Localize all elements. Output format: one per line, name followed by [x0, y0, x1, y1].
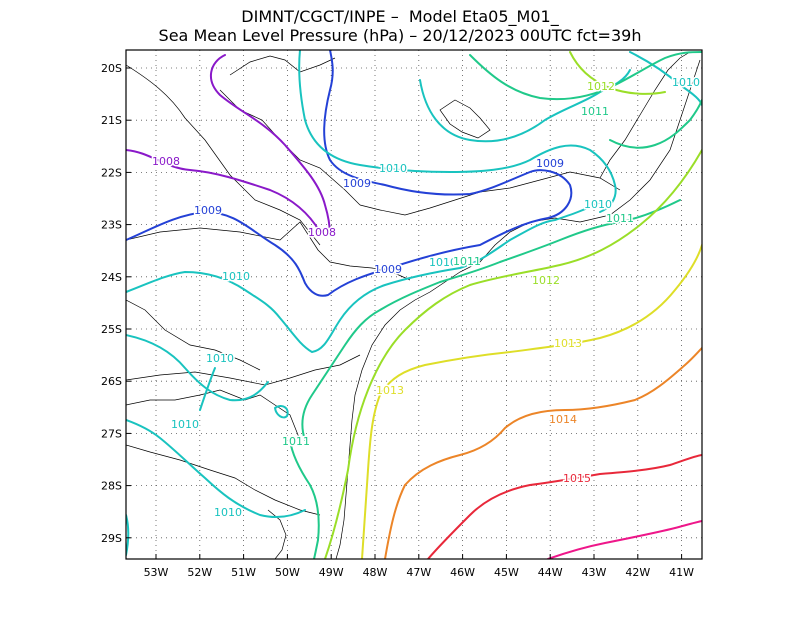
isobar-1008-b	[210, 54, 331, 236]
border-go-mg	[229, 55, 336, 76]
lat-label: 25S	[101, 323, 122, 336]
isobar-label-1013: 1013	[376, 384, 404, 397]
latitude-labels: 20S 21S 22S 23S 24S 25S 26S 27S 28S 29S	[101, 62, 131, 545]
border-pr-sc	[126, 354, 361, 386]
isobar-1011-d	[609, 99, 702, 149]
isobar-label-1013: 1013	[554, 337, 582, 350]
map-frame	[125, 49, 703, 560]
map-title-line1: DIMNT/CGCT/INPE – Model Eta05_M01_	[241, 7, 559, 26]
lon-label: 43W	[582, 566, 607, 579]
isobar-1010-b	[298, 50, 617, 213]
lon-label: 44W	[538, 566, 563, 579]
isobar-label-1010: 1010	[379, 162, 407, 175]
isobar-label-1010: 1010	[584, 198, 612, 211]
isobars	[126, 50, 702, 559]
lat-label: 27S	[101, 427, 122, 440]
border-argentina	[126, 389, 301, 441]
isobar-label-1014: 1014	[549, 413, 577, 426]
map-grid	[126, 50, 702, 559]
isobar-1012-b	[569, 51, 666, 95]
reservoir-outline	[439, 99, 491, 139]
isobar-label-1009: 1009	[374, 263, 402, 276]
isobar-label-1012: 1012	[587, 80, 615, 93]
lon-label: 42W	[625, 566, 650, 579]
isobar-1010-g	[274, 405, 289, 419]
lat-label: 20S	[101, 62, 122, 75]
border-sp-pr	[126, 221, 411, 281]
isobar-1010-e	[126, 419, 306, 519]
lat-label: 22S	[101, 166, 122, 179]
isobar-1008-a	[126, 149, 321, 233]
lon-label: 48W	[363, 566, 388, 579]
lat-label: 28S	[101, 480, 122, 493]
coastline-south	[335, 59, 701, 559]
isobar-1011-b	[289, 439, 320, 559]
isobar-label-1009: 1009	[194, 204, 222, 217]
isobar-label-1008: 1008	[152, 155, 180, 168]
isobar-label-1011: 1011	[282, 435, 310, 448]
lon-label: 49W	[319, 566, 344, 579]
isobar-1010-c	[126, 334, 269, 402]
isobar-label-1010: 1010	[672, 76, 700, 89]
isobar-label-1010: 1010	[222, 270, 250, 283]
lon-label: 53W	[144, 566, 169, 579]
isobar-label-1010: 1010	[429, 256, 457, 269]
isobar-labels: 1008 1008 1009 1009 1009 1009 1010 1010 1010 1010…	[151, 75, 702, 521]
isobar-label-1011: 1011	[606, 212, 634, 225]
longitude-labels: 53W 52W 51W 50W 49W 48W 47W 46W 45W 44W 43W 42W 41W	[144, 554, 694, 579]
isobar-1015-a	[427, 454, 702, 559]
lon-label: 45W	[494, 566, 519, 579]
border-sc-rs	[126, 444, 321, 516]
political-borders	[126, 51, 701, 559]
isobar-label-1010: 1010	[214, 506, 242, 519]
isobar-1013-a	[361, 244, 702, 559]
lat-label: 26S	[101, 375, 122, 388]
lon-label: 41W	[669, 566, 694, 579]
lat-label: 21S	[101, 114, 122, 127]
lon-label: 46W	[450, 566, 475, 579]
isobar-1010-d	[199, 367, 216, 411]
lat-label: 24S	[101, 271, 122, 284]
isobar-1010-h	[629, 51, 702, 106]
isobar-label-1012: 1012	[532, 274, 560, 287]
border-ms-sp	[126, 64, 321, 246]
isobar-1014-a	[384, 347, 702, 559]
isobar-1009-a	[126, 50, 573, 297]
isobar-label-1011: 1011	[581, 105, 609, 118]
border-paraguay	[126, 299, 261, 371]
lat-label: 23S	[101, 219, 122, 232]
isobar-1012-a	[324, 149, 702, 559]
isobar-1010-a	[126, 201, 601, 353]
lon-label: 52W	[187, 566, 212, 579]
isobar-label-1015: 1015	[563, 472, 591, 485]
isobar-label-1010: 1010	[206, 352, 234, 365]
border-mg-es	[599, 51, 691, 179]
lat-label: 29S	[101, 532, 122, 545]
isobar-label-1009: 1009	[343, 177, 371, 190]
isobar-label-1008: 1008	[308, 226, 336, 239]
lon-label: 50W	[275, 566, 300, 579]
isobar-label-1009: 1009	[536, 157, 564, 170]
isobar-label-1011: 1011	[453, 255, 481, 268]
isobar-label-1010: 1010	[171, 418, 199, 431]
border-mg-sp	[219, 89, 361, 206]
isobar-1016-a	[547, 520, 702, 559]
border-mg-rj	[359, 171, 621, 216]
lon-label: 47W	[406, 566, 431, 579]
map-title-line2: Sea Mean Level Pressure (hPa) – 20/12/20…	[158, 26, 642, 45]
isobar-1011-c	[469, 51, 702, 101]
isobar-1011-a	[301, 199, 681, 441]
lon-label: 51W	[231, 566, 256, 579]
